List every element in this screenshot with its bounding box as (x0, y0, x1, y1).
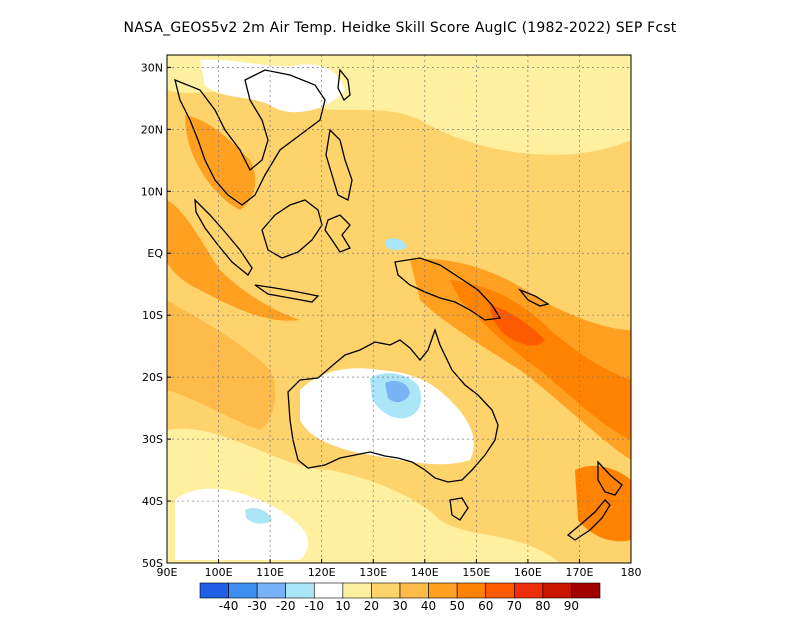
lon-tick-label: 180 (621, 566, 642, 579)
colorbar-label: 60 (478, 599, 493, 613)
lon-tick-label: 90E (157, 566, 178, 579)
high-region-png (410, 259, 631, 460)
coast-sumatra (194, 198, 253, 276)
coast-solomon (517, 288, 550, 307)
colorbar-swatch (542, 582, 572, 599)
high-region-nz (575, 465, 631, 542)
colorbar-label: -30 (247, 599, 267, 613)
colorbar-swatch (256, 582, 287, 599)
map-title: NASA_GEOS5v2 2m Air Temp. Heidke Skill S… (123, 20, 677, 36)
lon-tick-label: 100E (205, 566, 233, 579)
coast-new-zealand-south (566, 499, 611, 541)
colorbar-swatch (313, 582, 344, 599)
colorbar-swatch (399, 582, 429, 599)
lon-tick-label: 140E (411, 566, 439, 579)
negative-patch-sw (245, 508, 272, 524)
colorbar-label: -20 (276, 599, 296, 613)
lat-tick-label: 50S (142, 557, 163, 570)
white-area-australia (300, 368, 474, 465)
high-region-seasia (185, 115, 256, 210)
colorbar-swatch (228, 582, 258, 599)
latitude-labels: 30N 20N 10N EQ 10S 20S 30S 40S 50S (141, 61, 171, 570)
coast-philippines (325, 128, 353, 201)
lon-tick-label: 110E (256, 566, 284, 579)
colorbar-swatch (342, 582, 372, 599)
colorbar-label: 10 (335, 599, 350, 613)
coast-sulawesi (324, 214, 351, 253)
colorbar-label: 20 (364, 599, 379, 613)
lon-tick-label: 170E (565, 566, 593, 579)
lat-tick-label: 40S (142, 495, 163, 508)
high-region-west-eq (167, 200, 300, 321)
colorbar-swatch (513, 582, 544, 599)
longitude-labels: 90E 100E 110E 120E 130E 140E 150E 160E 170E 180 (157, 559, 642, 579)
lat-tick-label: 30S (142, 433, 163, 446)
colorbar-label: 30 (392, 599, 407, 613)
lat-tick-label: 30N (141, 61, 163, 74)
lat-tick-label: 10S (142, 309, 163, 322)
colorbar-swatch (428, 582, 458, 599)
colorbar-swatch (571, 582, 601, 599)
lat-tick-label: 20N (141, 123, 163, 136)
map-frame (166, 54, 632, 564)
colorbar-swatch (199, 582, 229, 599)
colorbar-swatch (371, 582, 401, 599)
colorbar-label: 70 (507, 599, 522, 613)
colorbar-label: 80 (535, 599, 550, 613)
coast-new-zealand-north (597, 460, 623, 496)
lon-tick-label: 160E (514, 566, 542, 579)
coastlines (174, 68, 623, 541)
coast-java (254, 284, 320, 303)
colorbar-swatch (285, 582, 315, 599)
lon-tick-label: 150E (462, 566, 490, 579)
lon-tick-label: 130E (359, 566, 387, 579)
colorbar-label: 50 (450, 599, 465, 613)
colorbar-label: 40 (421, 599, 436, 613)
coast-new-guinea (394, 257, 502, 321)
negative-patch-equator (385, 238, 407, 251)
colorbar-swatch (485, 582, 515, 599)
colorbar-label: -10 (304, 599, 324, 613)
coast-taiwan-japan (337, 68, 351, 102)
white-area-nw (200, 59, 345, 113)
graticule (167, 55, 631, 563)
coast-australia (287, 327, 499, 483)
lat-tick-label: EQ (147, 247, 163, 260)
lat-tick-label: 10N (141, 185, 163, 198)
high-region-west (167, 300, 276, 430)
colorbar-label: 90 (564, 599, 579, 613)
colorbar-label: -40 (219, 599, 239, 613)
lat-tick-label: 20S (142, 371, 163, 384)
skill-field (167, 55, 631, 563)
coast-tasmania (449, 497, 469, 521)
colorbar-swatch (456, 582, 487, 599)
white-area-sw (175, 488, 309, 560)
lon-tick-label: 120E (308, 566, 336, 579)
colorbar: -40 -30 -20 -10 10 20 30 40 50 60 70 80 90 (199, 582, 601, 613)
coast-indochina (174, 69, 326, 206)
negative-patch-australia-core (385, 380, 410, 403)
